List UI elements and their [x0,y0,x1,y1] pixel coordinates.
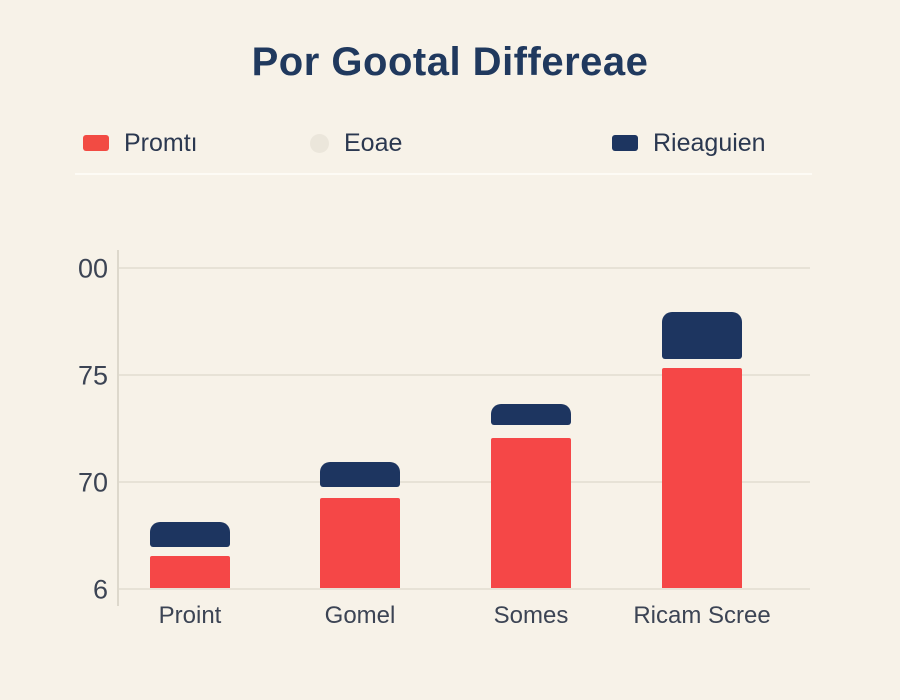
legend-item-promt: Promtı [83,128,198,158]
bar-2-segment-rieaguien [491,403,571,426]
legend-swatch-red-icon [83,135,109,151]
bar-1-segment-promt [320,498,400,588]
x-category-label: Ricam Scree [633,602,771,629]
legend-item-rieaguien: Rieaguien [612,128,766,158]
y-tick-label: 00 [77,253,108,284]
y-axis-line [117,250,119,606]
legend-divider [75,173,812,175]
legend-label: Eoae [344,128,403,157]
gridline-y75 [118,374,810,376]
bar-0-segment-promt [150,555,230,588]
bar-2-segment-promt [491,438,571,588]
gridline-y70 [118,481,810,483]
x-category-label: Proint [158,602,222,629]
y-tick-label: 75 [77,360,108,391]
bar-3-segment-rieaguien [662,311,742,360]
legend-swatch-navy-icon [612,135,638,151]
x-category-label: Gomel [324,602,396,629]
legend-item-eoae: Eoae [310,128,402,158]
chart-title: Por Gootal Differeae [251,40,649,84]
y-tick-label: 6 [92,574,108,605]
gridline-y00 [118,267,810,269]
x-category-label: Somes [493,602,569,629]
bar-0-segment-rieaguien [150,521,230,548]
bar-3-segment-promt [662,367,742,588]
gridline-y6 [118,588,810,590]
legend-swatch-gray-circle-icon [310,133,329,153]
legend-label: Promtı [124,128,198,157]
legend-label: Rieaguien [653,128,766,157]
y-tick-label: 70 [77,467,108,498]
bar-1-segment-rieaguien [320,461,400,488]
